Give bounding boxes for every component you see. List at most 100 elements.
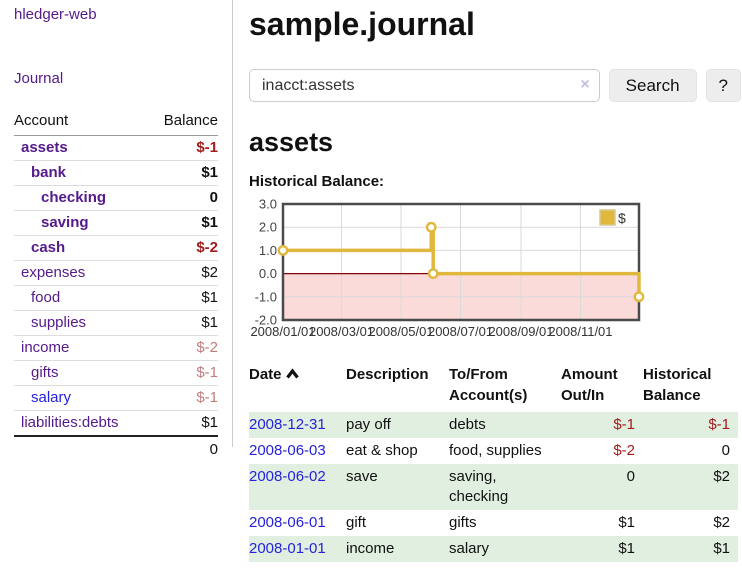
transaction-balance: 0 (721, 442, 730, 459)
historical-balance-chart: $3.0 2.0 1.0 0.0 -1.0 -2.02008/01/012008/03/0… (250, 199, 645, 339)
register-row: 2008-06-01 gift gifts $1 $2 (249, 510, 738, 536)
transaction-date-link[interactable]: 2008-06-02 (249, 468, 326, 485)
accounts-body: assets $-1 bank $1 checking 0 saving $1 cash $-2 e… (14, 136, 218, 436)
transaction-description: gift (346, 514, 367, 531)
transaction-date-cell: 2008-06-03 (249, 438, 346, 464)
transaction-balance: $-1 (708, 416, 730, 433)
account-balance: $-2 (148, 235, 218, 261)
register-header-accounts: To/From Account(s) (449, 366, 528, 404)
register-row: 2008-06-02 save saving, checking 0 $2 (249, 464, 738, 510)
account-link[interactable]: food (31, 289, 61, 306)
account-balance: $-1 (196, 139, 218, 156)
transaction-date-link[interactable]: 2008-01-01 (249, 540, 326, 557)
account-balance: $1 (148, 210, 218, 236)
page-title: sample.journal (249, 6, 475, 42)
account-link[interactable]: assets (21, 139, 68, 156)
transaction-date-link[interactable]: 2008-06-01 (249, 514, 326, 531)
data-point-marker (277, 245, 289, 256)
clear-search-icon[interactable]: × (580, 76, 590, 93)
account-row: income $-2 (14, 335, 218, 361)
account-link[interactable]: bank (31, 164, 67, 181)
account-row: food $1 (14, 285, 218, 311)
search-field-wrap: × (249, 69, 600, 102)
account-balance: 0 (148, 185, 218, 211)
account-balance: $-2 (148, 335, 218, 361)
search-row: × Search ? (249, 69, 741, 102)
account-link[interactable]: income (21, 339, 70, 356)
register-header-amount: Amount Out/In (561, 366, 618, 404)
transaction-accounts: saving, checking (449, 468, 509, 505)
transaction-amount: $-1 (613, 416, 635, 433)
register-header-row: Date Description To/From Account(s) Amou… (249, 362, 738, 412)
x-axis-tick-label: 2008/03/01 (309, 324, 374, 339)
register-row: 2008-06-03 eat & shop food, supplies $-2 0 (249, 438, 738, 464)
account-row: gifts $-1 (14, 360, 218, 386)
legend-swatch (599, 209, 616, 226)
account-row: bank $1 (14, 160, 218, 186)
accounts-header-balance: Balance (148, 110, 218, 136)
transaction-accounts: gifts (449, 514, 477, 531)
y-axis-tick-label: -2.0 (255, 313, 277, 328)
transaction-description: income (346, 540, 395, 557)
account-link[interactable]: checking (41, 189, 107, 206)
account-row: cash $-2 (14, 235, 218, 261)
app-layout: hledger-web Journal Account Balance asse… (0, 0, 741, 562)
transaction-accounts: food, supplies (449, 442, 542, 459)
search-help-button[interactable]: ? (705, 69, 741, 102)
transaction-description: save (346, 468, 378, 485)
account-balance: $1 (148, 310, 218, 336)
account-link[interactable]: expenses (21, 264, 86, 281)
chart-label: Historical Balance: (249, 173, 385, 190)
account-link[interactable]: liabilities:debts (21, 414, 119, 431)
legend-label: $ (618, 210, 626, 226)
transaction-amount: $1 (618, 540, 635, 557)
account-balance: $1 (148, 160, 218, 186)
data-point-marker (427, 268, 439, 280)
x-axis-tick-label: 2008/07/01 (428, 324, 493, 339)
register-header-balance: Historical Balance (643, 366, 712, 404)
app-title-link[interactable]: hledger-web (14, 6, 97, 23)
account-link[interactable]: salary (31, 389, 72, 406)
register-body: 2008-12-31 pay off debts $-1 $-1 2008-06-03 ea… (249, 412, 738, 562)
account-link[interactable]: gifts (31, 364, 59, 381)
transaction-description: eat & shop (346, 442, 418, 459)
transaction-amount: $1 (618, 514, 635, 531)
register-header-date[interactable]: Date (249, 362, 346, 412)
transaction-balance: $2 (713, 514, 730, 531)
account-link[interactable]: saving (41, 214, 89, 231)
y-axis-tick-label: -1.0 (255, 289, 277, 304)
search-button[interactable]: Search (608, 69, 697, 102)
account-link[interactable]: cash (31, 239, 66, 256)
account-balance: $2 (148, 260, 218, 286)
transaction-accounts: debts (449, 416, 486, 433)
accounts-header-account: Account (14, 110, 149, 136)
y-axis-tick-label: 1.0 (259, 243, 277, 258)
transaction-date-cell: 2008-06-02 (249, 464, 346, 510)
transaction-date-link[interactable]: 2008-06-03 (249, 442, 326, 459)
x-axis-tick-label: 2008/05/01 (368, 324, 433, 339)
transaction-balance: $1 (713, 540, 730, 557)
account-row: supplies $1 (14, 310, 218, 336)
accounts-total-balance: 0 (148, 435, 218, 463)
account-row: assets $-1 (14, 136, 218, 161)
y-axis-tick-label: 0.0 (259, 266, 277, 281)
account-balance: $1 (148, 285, 218, 311)
nav-journal-link[interactable]: Journal (14, 70, 64, 87)
accounts-total-row: 0 (14, 435, 218, 463)
account-row: expenses $2 (14, 260, 218, 286)
transaction-amount: $-2 (613, 442, 635, 459)
transaction-date-link[interactable]: 2008-12-31 (249, 416, 326, 433)
accounts-table: Account Balance assets $-1 bank $1 checking 0… (14, 110, 218, 463)
transaction-amount: 0 (626, 468, 635, 485)
transaction-date-cell: 2008-12-31 (249, 412, 346, 438)
account-heading: assets (249, 127, 334, 157)
transaction-date-cell: 2008-06-01 (249, 510, 346, 536)
sidebar: hledger-web Journal Account Balance asse… (0, 0, 233, 463)
account-link[interactable]: supplies (31, 314, 87, 331)
search-input[interactable] (249, 69, 600, 102)
account-row: checking 0 (14, 185, 218, 211)
data-point-marker (425, 221, 437, 233)
date-header-label: Date (249, 366, 282, 383)
account-row: liabilities:debts $1 (14, 410, 218, 436)
register-header-description: Description (346, 366, 429, 383)
